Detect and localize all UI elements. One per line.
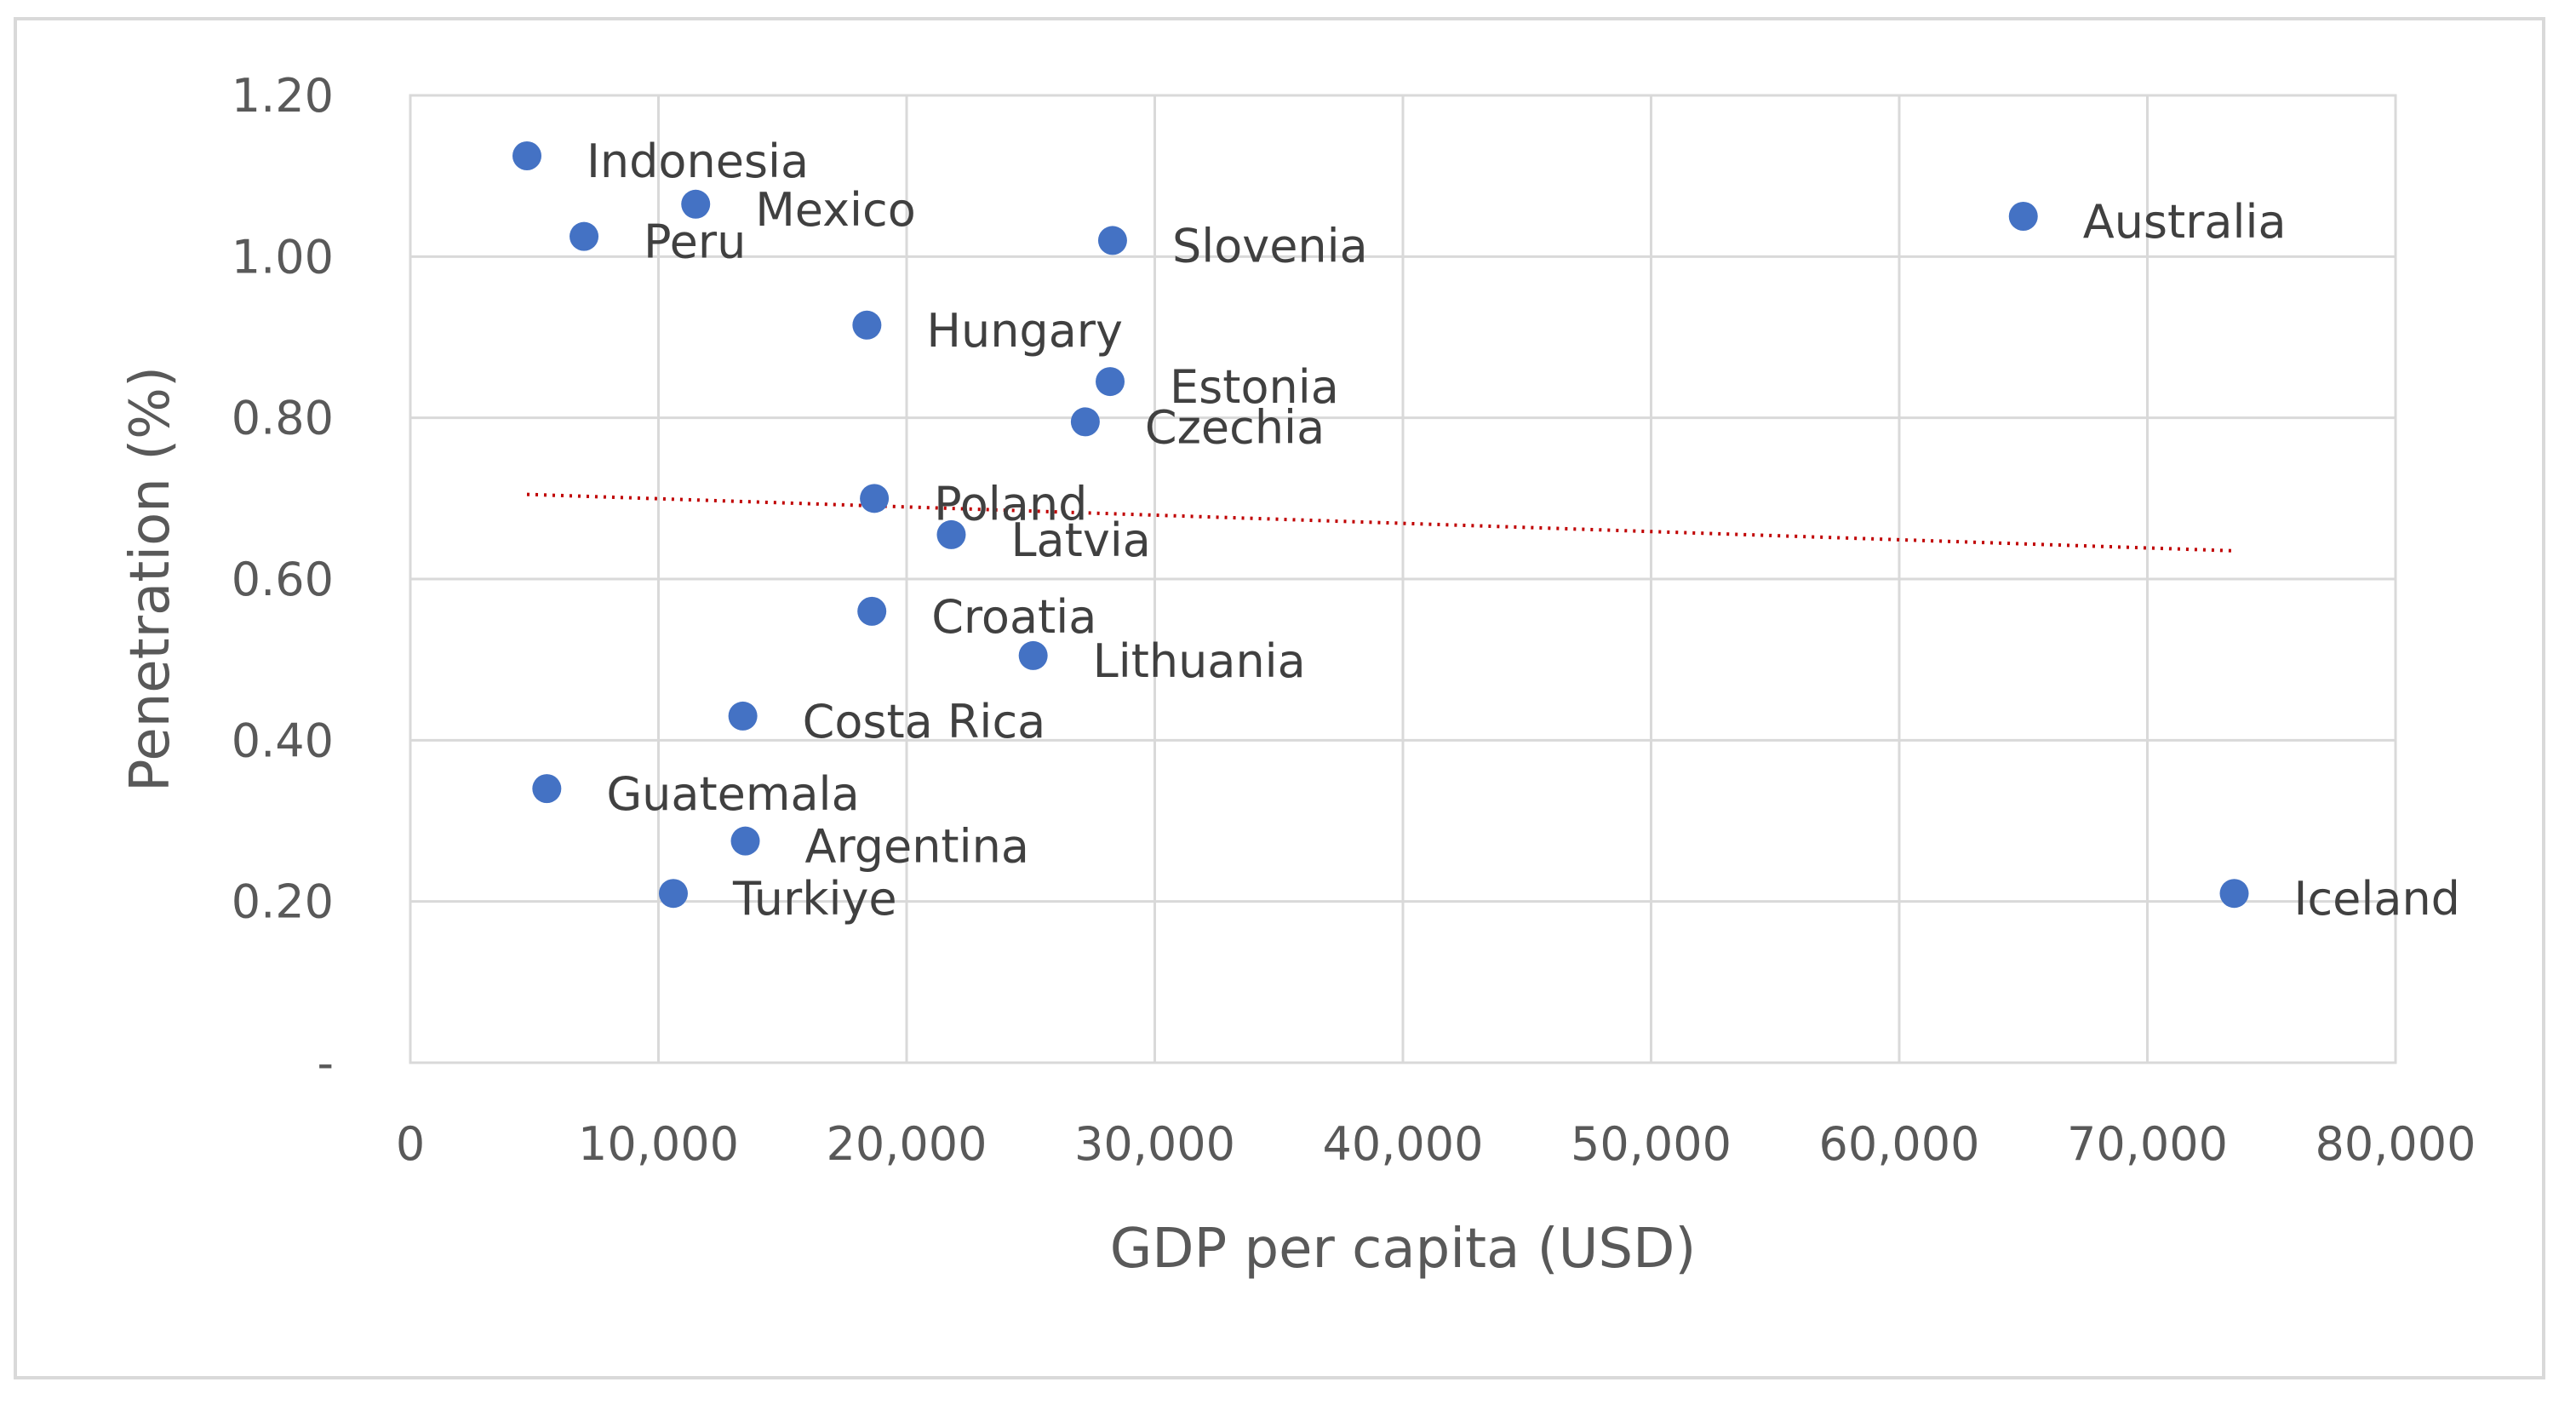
chart-frame bbox=[14, 17, 2545, 1379]
data-point bbox=[532, 774, 562, 804]
data-point bbox=[1070, 407, 1100, 437]
data-point bbox=[936, 519, 966, 549]
data-point bbox=[730, 826, 760, 856]
x-axis-ticks: 0 10,000 20,000 30,000 40,000 50,000 60,000 70,… bbox=[396, 1117, 2476, 1171]
x-axis-title: GDP per capita (USD) bbox=[1110, 1218, 1697, 1281]
data-label: Costa Rica bbox=[803, 695, 1046, 748]
data-point bbox=[857, 596, 887, 626]
gridlines bbox=[410, 95, 2396, 1063]
x-tick-label: 50,000 bbox=[1571, 1117, 1732, 1171]
data-point bbox=[1097, 226, 1127, 255]
data-points bbox=[512, 141, 2249, 909]
data-point bbox=[658, 879, 688, 909]
data-label: Mexico bbox=[755, 183, 916, 237]
x-tick-label: 80,000 bbox=[2316, 1117, 2476, 1171]
data-label: Czechia bbox=[1145, 400, 1325, 454]
data-label: Slovenia bbox=[1172, 219, 1368, 272]
y-tick-label: 0.80 bbox=[232, 392, 334, 445]
data-label: Indonesia bbox=[587, 135, 809, 188]
trendline-group bbox=[526, 492, 2235, 553]
data-point bbox=[512, 141, 542, 170]
data-point bbox=[1018, 640, 1048, 670]
y-axis-ticks: - 0.20 0.40 0.60 0.80 1.00 1.20 bbox=[232, 69, 334, 1090]
data-label: Guatemala bbox=[606, 767, 859, 821]
data-label: Hungary bbox=[926, 304, 1123, 358]
data-point bbox=[1096, 367, 1125, 397]
data-point bbox=[852, 310, 882, 340]
data-point bbox=[570, 221, 599, 251]
data-point bbox=[2219, 879, 2249, 909]
x-tick-label: 60,000 bbox=[1819, 1117, 1980, 1171]
data-label: Latvia bbox=[1010, 513, 1150, 567]
y-tick-label: 0.60 bbox=[232, 553, 334, 606]
y-axis-title: Penetration (%) bbox=[119, 366, 182, 792]
y-tick-label: 1.00 bbox=[232, 230, 334, 284]
data-label: Turkiye bbox=[732, 872, 897, 926]
data-point bbox=[2008, 202, 2038, 231]
y-tick-label: 1.20 bbox=[232, 69, 334, 123]
y-tick-label: - bbox=[318, 1036, 335, 1090]
data-point bbox=[728, 701, 758, 731]
x-tick-label: 20,000 bbox=[827, 1117, 987, 1171]
x-tick-label: 0 bbox=[396, 1117, 425, 1171]
data-label: Iceland bbox=[2294, 872, 2460, 926]
x-tick-label: 30,000 bbox=[1074, 1117, 1235, 1171]
data-label: Poland bbox=[934, 477, 1087, 530]
data-point bbox=[681, 189, 711, 219]
y-tick-label: 0.20 bbox=[232, 875, 334, 929]
data-label: Australia bbox=[2083, 195, 2287, 249]
x-tick-label: 10,000 bbox=[578, 1117, 739, 1171]
x-tick-label: 70,000 bbox=[2067, 1117, 2228, 1171]
data-label: Estonia bbox=[1170, 360, 1339, 414]
y-tick-label: 0.40 bbox=[232, 714, 334, 767]
data-label: Lithuania bbox=[1093, 634, 1306, 688]
trendline bbox=[526, 492, 2235, 553]
data-label: Croatia bbox=[931, 590, 1096, 644]
data-point bbox=[860, 484, 890, 513]
x-tick-label: 40,000 bbox=[1323, 1117, 1484, 1171]
data-label: Peru bbox=[644, 215, 746, 269]
data-label: Argentina bbox=[805, 820, 1029, 874]
